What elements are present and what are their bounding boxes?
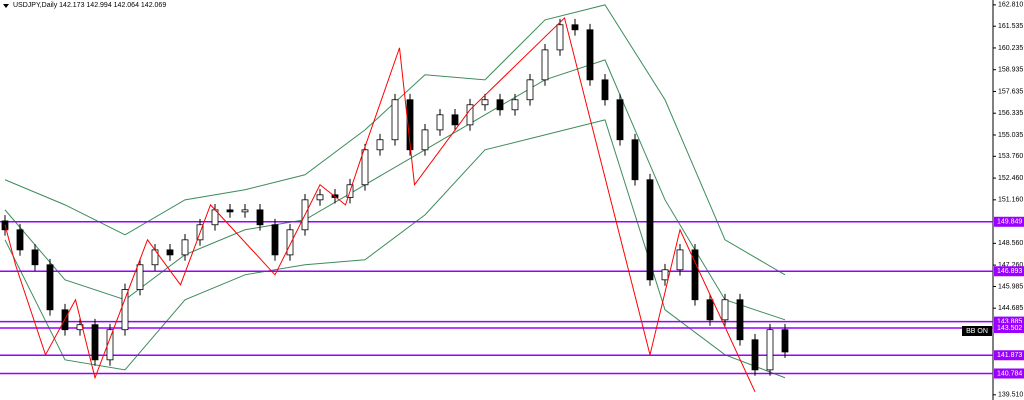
candle-body	[136, 264, 144, 290]
y-tick-label: 144.685	[998, 305, 1023, 312]
candle-body	[646, 179, 654, 281]
level-label: 141.873	[997, 352, 1022, 359]
band-line	[4, 59, 786, 321]
y-tick-label: 156.335	[998, 110, 1023, 117]
y-tick-label: 152.460	[998, 175, 1023, 182]
level-label-box	[994, 266, 1024, 277]
candle-body	[496, 99, 504, 111]
candle-body	[181, 239, 189, 256]
y-tick-label: 147.260	[998, 262, 1023, 269]
candle-body	[376, 139, 384, 151]
level-label-box	[994, 316, 1024, 327]
candle-body	[526, 79, 534, 101]
candle-body	[16, 229, 24, 251]
y-tick-label: 158.935	[998, 67, 1023, 74]
candle-body	[481, 99, 489, 106]
candle-body	[751, 339, 759, 371]
candle-body	[691, 249, 699, 301]
candle-body	[421, 129, 429, 151]
y-tick-label: 155.035	[998, 132, 1023, 139]
level-label: 143.885	[997, 318, 1022, 325]
y-tick-label: 162.810	[998, 2, 1023, 9]
candle-body	[661, 269, 669, 281]
zigzag-line	[4, 16, 756, 393]
candle-body	[391, 99, 399, 141]
y-tick-label: 139.510	[998, 392, 1023, 399]
level-label: 146.893	[997, 268, 1022, 275]
candle-body	[46, 264, 54, 311]
y-tick-label: 153.760	[998, 153, 1023, 160]
candle-body	[556, 24, 564, 51]
candle-body	[676, 249, 684, 271]
candle-body	[766, 329, 774, 371]
candle-body	[781, 329, 789, 353]
candle-body	[616, 99, 624, 141]
level-label: 143.502	[997, 325, 1022, 332]
candle-body	[226, 209, 234, 213]
indicator-box	[962, 326, 992, 336]
level-label-box	[994, 368, 1024, 379]
y-tick-label: 161.535	[998, 23, 1023, 30]
candle-body	[601, 79, 609, 101]
candle-body	[166, 249, 174, 256]
candle-body	[406, 99, 414, 151]
indicator-label: BB ON	[966, 328, 988, 335]
candle-body	[721, 299, 729, 321]
level-label: 140.784	[997, 370, 1022, 377]
level-label-box	[994, 216, 1024, 227]
level-label-box	[994, 350, 1024, 361]
candle-body	[91, 324, 99, 361]
band-line	[4, 119, 786, 379]
candle-body	[241, 209, 249, 213]
candle-body	[466, 104, 474, 126]
level-label-box	[994, 323, 1024, 333]
candle-body	[511, 99, 519, 111]
candle-body	[121, 289, 129, 331]
candle-body	[571, 24, 579, 31]
candle-body	[31, 249, 39, 266]
candle-body	[316, 194, 324, 201]
candle-body	[76, 324, 84, 331]
menu-triangle[interactable]	[3, 4, 9, 8]
candle-body	[706, 299, 714, 321]
y-tick-label: 160.235	[998, 45, 1023, 52]
candle-body	[256, 209, 264, 226]
candle-body	[586, 29, 594, 81]
candle-body	[271, 224, 279, 256]
candle-body	[541, 49, 549, 81]
candle-body	[436, 114, 444, 131]
level-label: 149.849	[997, 219, 1022, 226]
candle-body	[451, 114, 459, 126]
y-tick-label: 151.160	[998, 197, 1023, 204]
candle-body	[286, 229, 294, 256]
chart-title: USDJPY,Daily 142.173 142.994 142.064 142…	[13, 2, 166, 9]
y-tick-label: 145.985	[998, 283, 1023, 290]
y-tick-label: 148.560	[998, 240, 1023, 247]
y-tick-label: 157.635	[998, 88, 1023, 95]
candle-body	[361, 149, 369, 186]
candle-body	[631, 139, 639, 181]
candle-body	[736, 299, 744, 341]
candle-body	[106, 329, 114, 361]
